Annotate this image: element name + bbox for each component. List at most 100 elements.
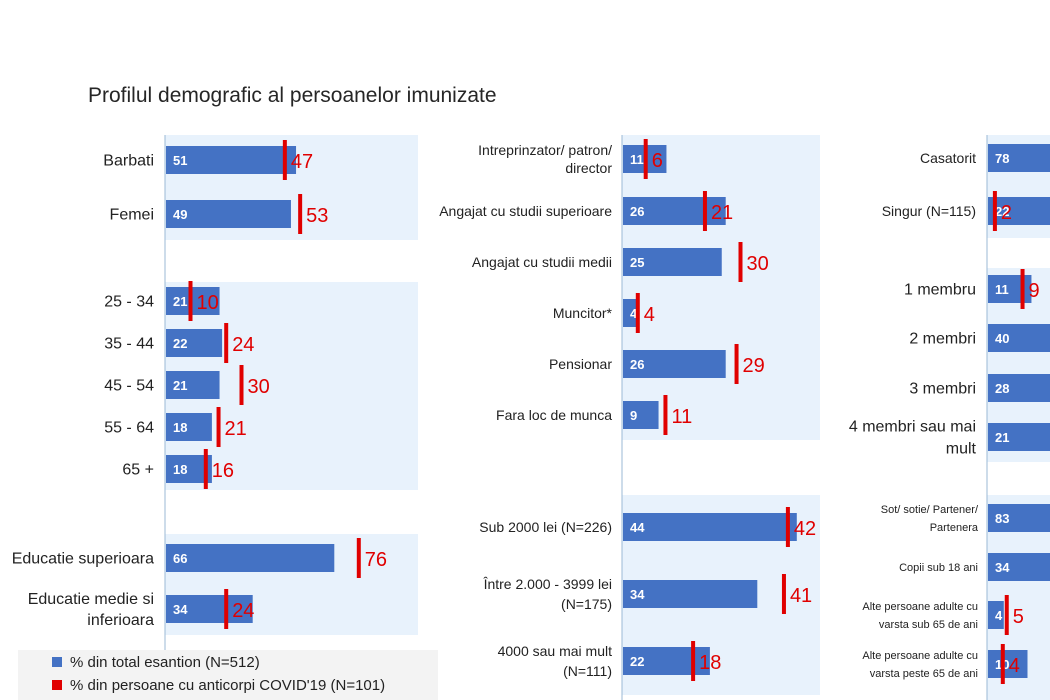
- bar-value-label: 49: [173, 207, 187, 222]
- marker-value-label: 42: [794, 518, 816, 540]
- marker-value-label: 4: [644, 304, 655, 326]
- category-label: Alte persoane adulte cu varsta sub 65 de …: [862, 601, 978, 631]
- bar-total: [623, 299, 639, 327]
- marker-covid: [1020, 269, 1025, 309]
- marker-covid: [224, 323, 229, 363]
- marker-value-label: 47: [291, 151, 313, 173]
- bar-total: [166, 413, 212, 441]
- bar-total: [623, 513, 797, 541]
- bar-value-label: 66: [173, 551, 187, 566]
- bar-total: [166, 544, 335, 572]
- bar-value-label: 78: [995, 151, 1009, 166]
- marker-value-label: 30: [248, 376, 270, 398]
- category-label: Sub 2000 lei (N=226): [479, 519, 612, 535]
- bar-value-label: 28: [995, 381, 1009, 396]
- category-label: Alte persoane adulte cu varsta peste 65 d…: [862, 650, 978, 680]
- marker-value-label: 29: [743, 355, 765, 377]
- marker-covid: [282, 140, 287, 180]
- bar-total: [623, 197, 726, 225]
- category-label: 25 - 34: [104, 294, 154, 311]
- marker-covid: [188, 281, 193, 321]
- category-label: 1 membru: [904, 282, 976, 299]
- category-label: Educatie superioara: [12, 551, 154, 568]
- bar-total: [166, 200, 291, 228]
- bar-value-label: 18: [173, 420, 187, 435]
- category-label: Sot/ sotie/ Partener/Partenera: [881, 504, 979, 534]
- marker-covid: [781, 574, 786, 614]
- legend-item-covid: % din persoane cu anticorpi COVID'19 (N=…: [52, 677, 385, 694]
- marker-covid: [643, 139, 648, 179]
- bar-total: [166, 329, 223, 357]
- bar-value-label: 34: [630, 587, 645, 602]
- category-label: Femei: [110, 207, 154, 224]
- bar-total: [988, 324, 1050, 352]
- category-label: Angajat cu studii medii: [472, 254, 612, 270]
- marker-covid: [691, 641, 696, 681]
- bar-total: [166, 595, 253, 623]
- marker-value-label: 24: [232, 600, 254, 622]
- legend-swatch-covid: [52, 680, 62, 691]
- category-label: 2 membri: [909, 331, 976, 348]
- marker-value-label: 21: [711, 202, 733, 224]
- category-label: Muncitor*: [553, 305, 613, 321]
- marker-covid: [216, 407, 221, 447]
- category-label: Barbati: [103, 153, 154, 170]
- category-label: Singur (N=115): [882, 203, 976, 219]
- marker-value-label: 21: [225, 418, 247, 440]
- category-label: 3 membri: [909, 381, 976, 398]
- bar-total: [988, 197, 1050, 225]
- bar-value-label: 22: [630, 654, 644, 669]
- category-label: Intreprinzator/ patron/director: [478, 142, 612, 176]
- bar-value-label: 51: [173, 153, 187, 168]
- bar-value-label: 9: [630, 408, 637, 423]
- category-label: 35 - 44: [104, 336, 154, 353]
- legend-item-total: % din total esantion (N=512): [52, 654, 260, 671]
- bar-total: [166, 146, 297, 174]
- bar-value-label: 11: [995, 282, 1009, 297]
- marker-value-label: 41: [790, 585, 812, 607]
- bar-value-label: 21: [995, 430, 1009, 445]
- marker-covid: [1000, 644, 1005, 684]
- bar-value-label: 83: [995, 511, 1009, 526]
- bar-value-label: 22: [173, 336, 187, 351]
- bar-total: [988, 504, 1050, 532]
- marker-covid: [1004, 595, 1009, 635]
- bar-total: [988, 374, 1050, 402]
- bar-value-label: 40: [995, 331, 1009, 346]
- bar-total: [988, 650, 1028, 678]
- bar-value-label: 4: [630, 306, 638, 321]
- bar-total: [988, 144, 1050, 172]
- marker-covid: [203, 449, 208, 489]
- bar-value-label: 21: [173, 378, 187, 393]
- bar-total: [623, 401, 659, 429]
- marker-covid: [734, 344, 739, 384]
- bar-total: [988, 553, 1050, 581]
- category-label: 45 - 54: [104, 378, 154, 395]
- marker-covid: [224, 589, 229, 629]
- marker-value-label: 76: [365, 549, 387, 571]
- bar-total: [988, 601, 1004, 629]
- marker-value-label: 5: [1013, 606, 1024, 628]
- marker-value-label: 18: [699, 652, 721, 674]
- bar-value-label: 26: [630, 357, 644, 372]
- category-label: Pensionar: [549, 356, 612, 372]
- category-label: 65 +: [122, 462, 154, 479]
- bar-value-label: 21: [173, 294, 187, 309]
- marker-covid: [356, 538, 361, 578]
- marker-value-label: 11: [671, 406, 692, 428]
- bar-total: [623, 647, 710, 675]
- category-label: Angajat cu studii superioare: [439, 203, 612, 219]
- marker-value-label: 24: [232, 334, 254, 356]
- bar-total: [623, 350, 726, 378]
- legend-label-total: % din total esantion (N=512): [70, 654, 260, 671]
- bar-value-label: 25: [630, 255, 644, 270]
- marker-value-label: 2: [1001, 202, 1012, 224]
- marker-covid: [992, 191, 997, 231]
- bar-value-label: 11: [630, 152, 644, 167]
- category-label: Educatie medie si inferioara: [28, 591, 154, 629]
- marker-value-label: 9: [1029, 280, 1040, 302]
- marker-covid: [635, 293, 640, 333]
- legend-swatch-total: [52, 657, 62, 668]
- marker-covid: [298, 194, 303, 234]
